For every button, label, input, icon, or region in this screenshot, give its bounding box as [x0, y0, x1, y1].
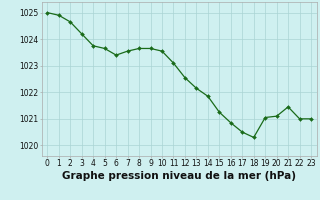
X-axis label: Graphe pression niveau de la mer (hPa): Graphe pression niveau de la mer (hPa): [62, 171, 296, 181]
